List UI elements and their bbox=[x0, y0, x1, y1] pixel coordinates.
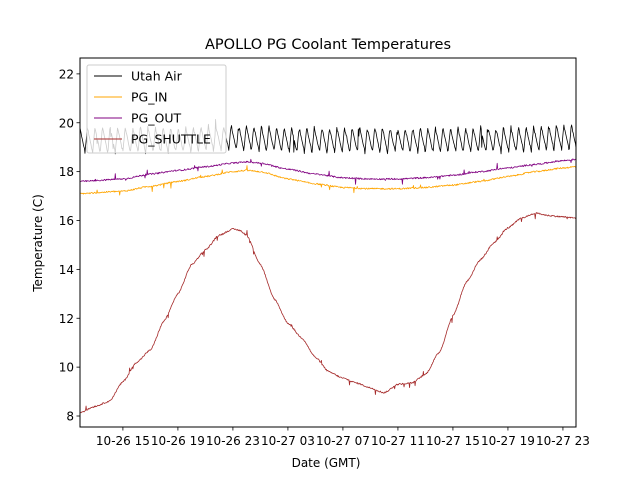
legend-item: Utah Air bbox=[94, 69, 183, 84]
legend-item: PG_OUT bbox=[94, 111, 181, 126]
y-tick-label: 8 bbox=[66, 410, 74, 424]
legend-label: PG_OUT bbox=[131, 111, 181, 126]
y-tick-label: 14 bbox=[59, 263, 74, 277]
x-tick-label: 10-27 11 bbox=[371, 434, 425, 448]
legend-item: PG_SHUTTLE bbox=[94, 132, 211, 147]
axes-frame bbox=[79, 57, 577, 428]
legend-item: PG_IN bbox=[94, 90, 168, 105]
chart-title: APOLLO PG Coolant Temperatures bbox=[205, 37, 451, 53]
legend-label: Utah Air bbox=[131, 69, 183, 84]
series-line-pg-out bbox=[79, 158, 577, 185]
x-tick-label: 10-26 15 bbox=[96, 434, 150, 448]
series-line-pg-shuttle bbox=[79, 212, 577, 414]
y-tick-label: 20 bbox=[59, 116, 74, 130]
x-tick-label: 10-27 15 bbox=[426, 434, 480, 448]
x-tick-label: 10-26 19 bbox=[151, 434, 205, 448]
y-axis: 8 10 12 14 16 18 20 22 bbox=[59, 67, 80, 424]
x-tick-label: 10-27 19 bbox=[481, 434, 535, 448]
y-tick-label: 12 bbox=[59, 312, 74, 326]
x-axis-label: Date (GMT) bbox=[292, 456, 361, 470]
x-tick-label: 10-26 23 bbox=[206, 434, 260, 448]
x-tick-label: 10-27 03 bbox=[261, 434, 315, 448]
y-tick-label: 18 bbox=[59, 165, 74, 179]
legend: Utah Air PG_IN PG_OUT PG_SHUTTLE bbox=[86, 64, 227, 154]
legend-box bbox=[86, 64, 227, 154]
legend-label: PG_SHUTTLE bbox=[131, 132, 211, 147]
series-line-pg-in bbox=[79, 165, 577, 196]
y-tick-label: 16 bbox=[59, 214, 74, 228]
y-tick-label: 10 bbox=[59, 361, 74, 375]
legend-label: PG_IN bbox=[131, 90, 168, 105]
x-tick-label: 10-27 07 bbox=[316, 434, 370, 448]
y-axis-label: Temperature (C) bbox=[31, 194, 45, 293]
x-tick-label: 10-27 23 bbox=[536, 434, 590, 448]
y-tick-label: 22 bbox=[59, 67, 74, 81]
x-axis: 10-26 15 10-26 19 10-26 23 10-27 03 10-27 07… bbox=[96, 427, 590, 448]
